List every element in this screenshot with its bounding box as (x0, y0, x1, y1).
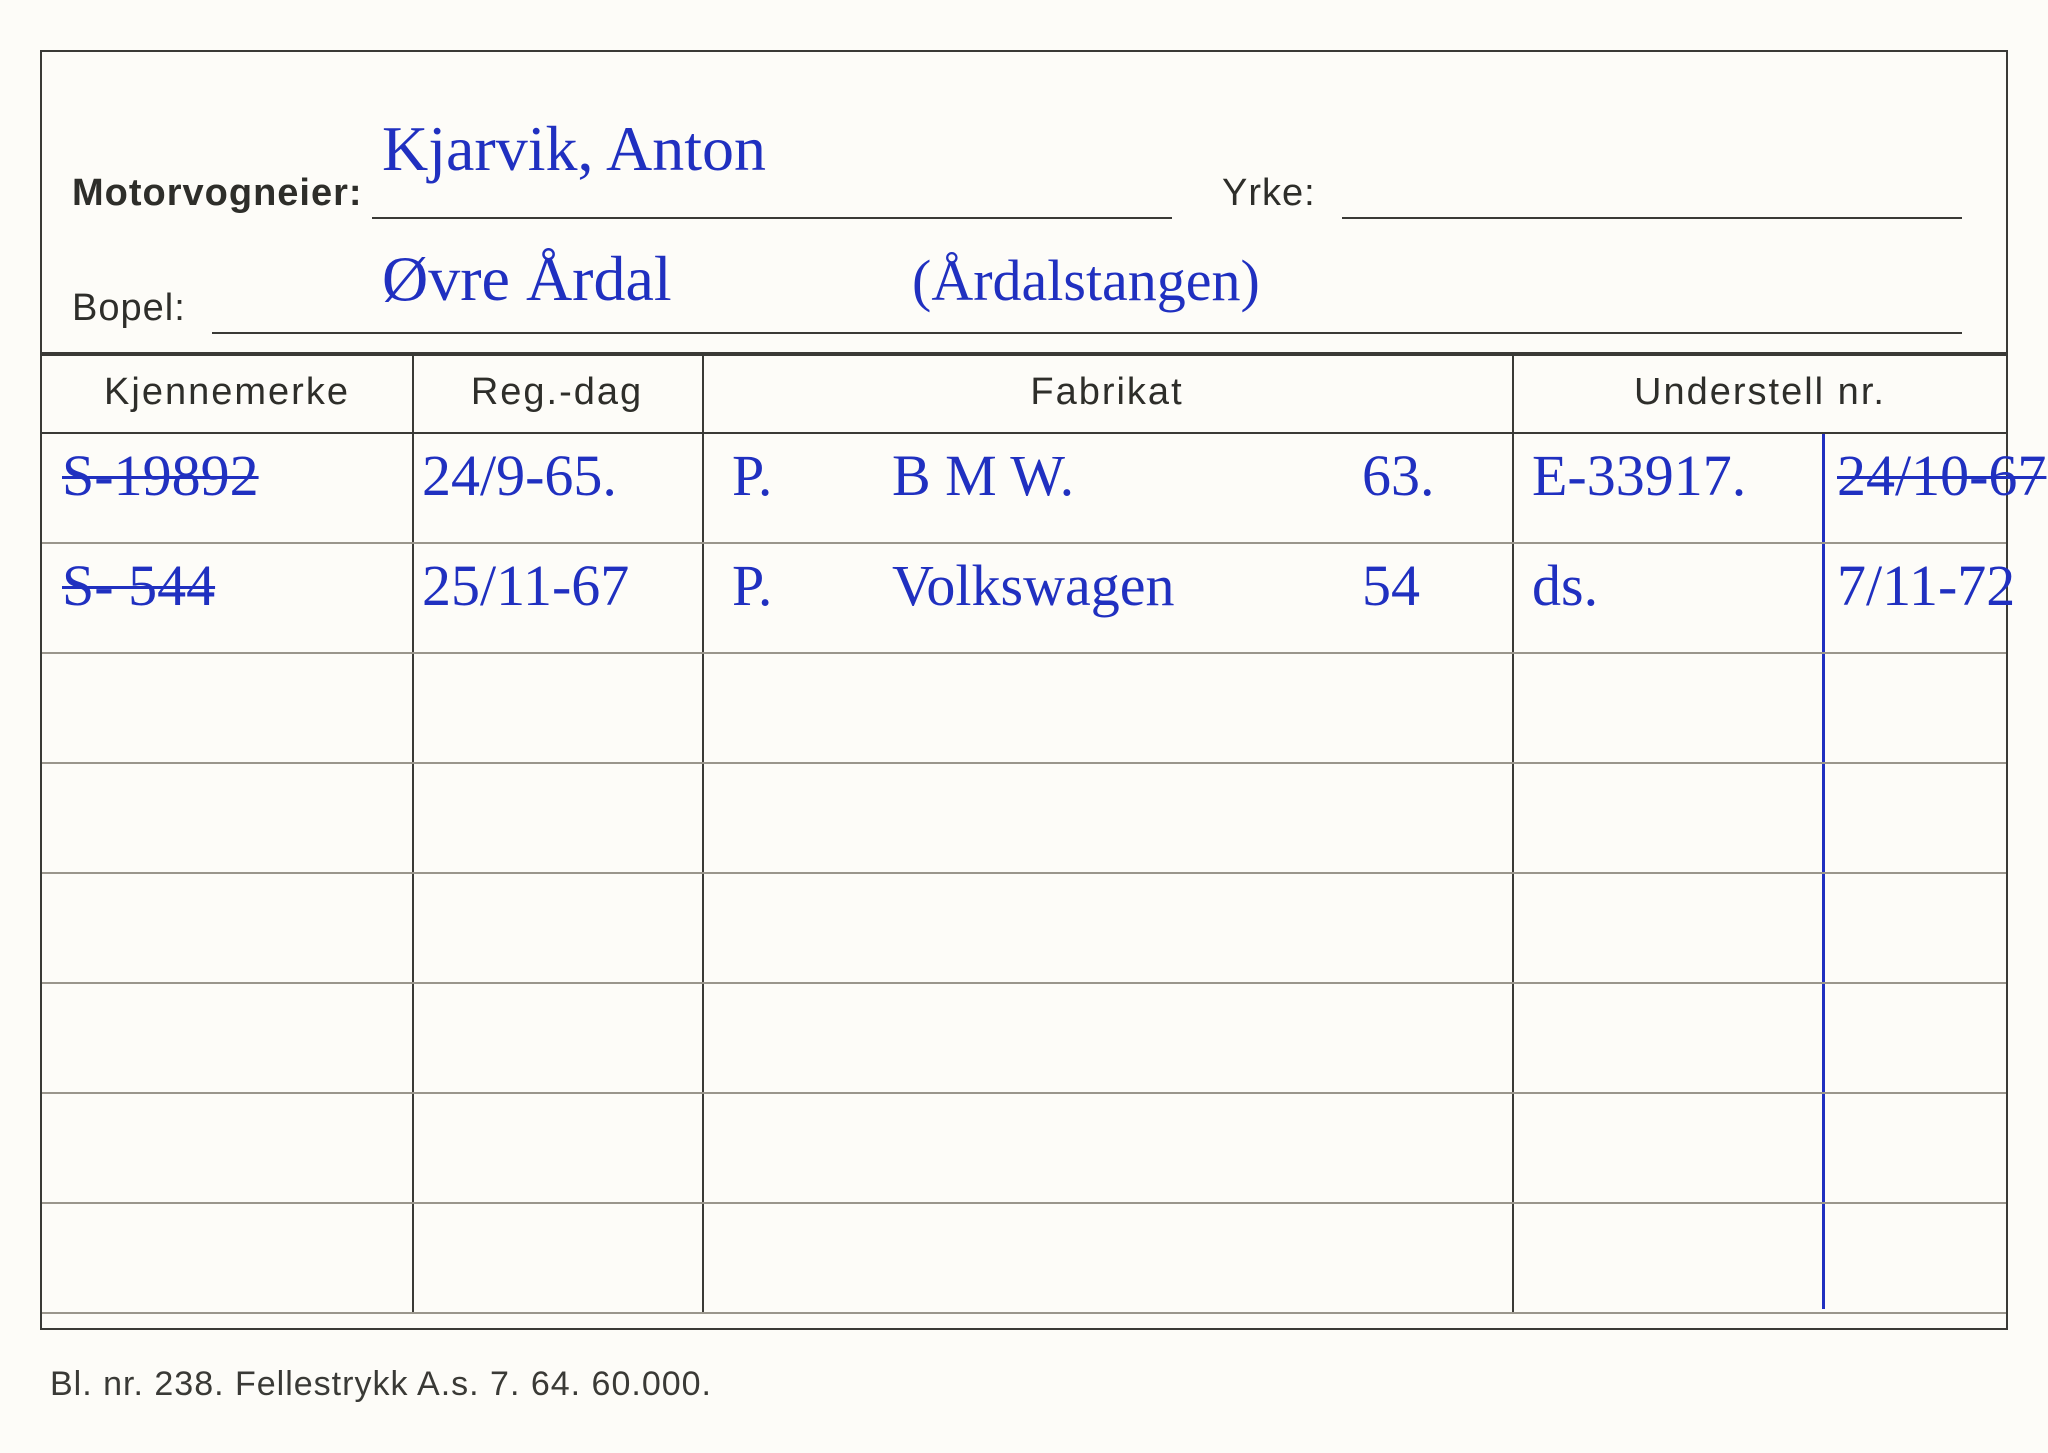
value-owner: Kjarvik, Anton (382, 112, 766, 186)
footer-text: Bl. nr. 238. Fellestrykk A.s. 7. 64. 60.… (50, 1365, 712, 1404)
row-rule (42, 1202, 2006, 1204)
cell-fabrikat-prefix: P. (732, 552, 772, 619)
row-rule (42, 762, 2006, 764)
underline-owner (372, 217, 1172, 219)
cell-fabrikat: B M W. (892, 442, 1074, 509)
cell-reg-dag: 24/9-65. (422, 442, 617, 509)
underline-residence (212, 332, 1962, 334)
row-rule (42, 652, 2006, 654)
value-residence-note: (Årdalstangen) (912, 247, 1260, 314)
cell-extra-date: 24/10-67 (1837, 442, 2046, 509)
page: Motorvogneier: Kjarvik, Anton Yrke: Bope… (0, 0, 2048, 1453)
col-kjennemerke: Kjennemerke (42, 352, 412, 432)
cell-reg-dag: 25/11-67 (422, 552, 629, 619)
cell-extra-date: 7/11-72 (1837, 552, 2015, 619)
cell-year: 63. (1362, 442, 1435, 509)
value-residence-main: Øvre Årdal (382, 242, 672, 316)
row-rule (42, 1312, 2006, 1314)
cell-year: 54 (1362, 552, 1420, 619)
header-area: Motorvogneier: Kjarvik, Anton Yrke: Bope… (42, 52, 2006, 356)
label-occupation: Yrke: (1222, 172, 1316, 215)
col-understell: Understell nr. (1512, 352, 2008, 432)
row-rule (42, 872, 2006, 874)
cell-kjennemerke: S-19892 (62, 442, 259, 509)
row-rule (42, 1092, 2006, 1094)
registration-card: Motorvogneier: Kjarvik, Anton Yrke: Bope… (40, 50, 2008, 1330)
underline-occupation (1342, 217, 1962, 219)
row-rule (42, 982, 2006, 984)
col-fabrikat: Fabrikat (702, 352, 1512, 432)
col-reg-dag: Reg.-dag (412, 352, 702, 432)
rows-area: S-1989224/9-65.P.B M W.63.E-33917.24/10-… (42, 432, 2006, 1312)
row-rule (42, 542, 2006, 544)
cell-fabrikat: Volkswagen (892, 552, 1174, 619)
cell-kjennemerke: S- 544 (62, 552, 215, 619)
label-owner: Motorvogneier: (72, 172, 363, 215)
label-residence: Bopel: (72, 287, 186, 330)
column-headers: Kjennemerke Reg.-dag Fabrikat Understell… (42, 352, 2006, 434)
cell-fabrikat-prefix: P. (732, 442, 772, 509)
cell-understell: ds. (1532, 552, 1598, 619)
cell-understell: E-33917. (1532, 442, 1746, 509)
